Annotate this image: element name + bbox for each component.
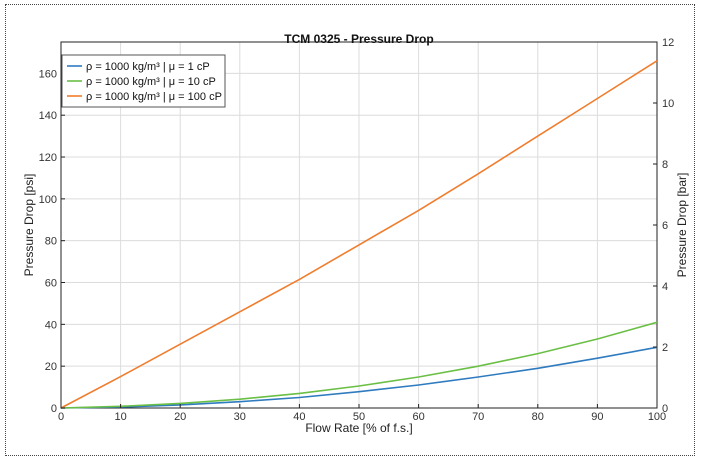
y2-tick-label: 2	[662, 342, 668, 354]
y-tick-label: 120	[39, 152, 57, 164]
x-tick-label: 80	[532, 411, 544, 423]
y-tick-label: 140	[39, 110, 57, 122]
y-tick-label: 20	[45, 361, 57, 373]
y-tick-label: 160	[39, 68, 57, 80]
series-line-2	[60, 321, 658, 409]
x-tick-label: 100	[648, 411, 666, 423]
y-tick-label: 0	[51, 403, 57, 415]
x-tick-label: 30	[234, 411, 246, 423]
series-line-3	[60, 60, 658, 409]
y2-tick-label: 0	[662, 403, 668, 415]
x-tick-label: 50	[353, 411, 365, 423]
y-axis-label: Pressure Drop [psi]	[22, 174, 36, 277]
series-line-1	[60, 346, 658, 409]
y2-tick-label: 10	[662, 98, 674, 110]
y2-tick-label: 8	[662, 159, 668, 171]
legend: ρ = 1000 kg/m³ | μ = 1 cP ρ = 1000 kg/m³ …	[61, 54, 226, 108]
legend-box	[61, 54, 226, 108]
x-tick-label: 90	[591, 411, 603, 423]
x-tick-label: 20	[174, 411, 186, 423]
y2-tick-label: 12	[662, 37, 674, 49]
x-tick-label: 60	[412, 411, 424, 423]
x-tick-label: 40	[293, 411, 305, 423]
y-tick-label: 80	[45, 236, 57, 248]
y-tick-label: 60	[45, 278, 57, 290]
legend-entry-label: ρ = 1000 kg/m³ | μ = 100 cP	[86, 91, 222, 103]
x-tick-label: 70	[472, 411, 484, 423]
y2-tick-label: 4	[662, 281, 668, 293]
y-tick-label: 100	[39, 194, 57, 206]
chart-title: TCM 0325 - Pressure Drop	[284, 32, 433, 46]
y2-axis-label: Pressure Drop [bar]	[675, 173, 689, 278]
y2-tick-label: 6	[662, 220, 668, 232]
legend-entry-label: ρ = 1000 kg/m³ | μ = 10 cP	[86, 76, 216, 88]
y-tick-label: 40	[45, 319, 57, 331]
x-tick-label: 0	[58, 411, 64, 423]
series-layer	[60, 60, 658, 409]
figure-frame	[5, 4, 695, 456]
x-tick-label: 10	[114, 411, 126, 423]
x-axis-label: Flow Rate [% of f.s.]	[305, 421, 412, 435]
tick-layer: 0 10 20 30 40 50 60 70 80 90 100020406080100120140…	[39, 37, 675, 423]
legend-entry-label: ρ = 1000 kg/m³ | μ = 1 cP	[86, 61, 210, 73]
